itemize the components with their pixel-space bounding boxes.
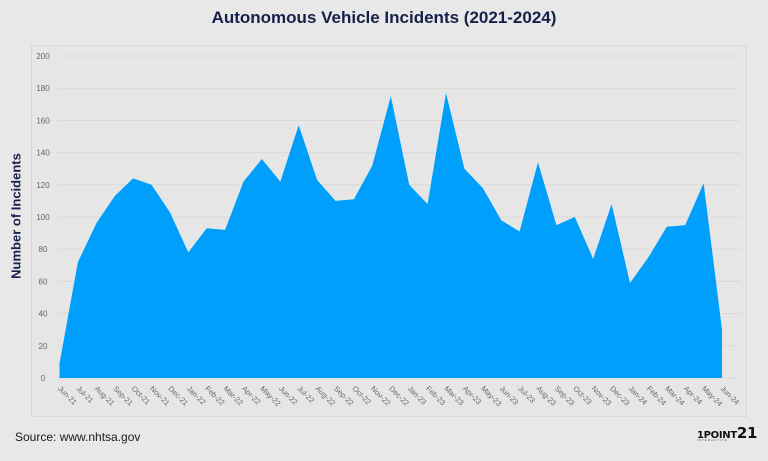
x-tick-label: Oct-23 (571, 384, 593, 406)
x-tick-label: Feb-22 (203, 384, 226, 407)
x-tick-label: Oct-21 (130, 384, 152, 406)
x-tick-label: Jul-23 (516, 384, 537, 405)
y-tick-label: 160 (36, 116, 50, 125)
x-tick-label: Jul-21 (74, 384, 95, 405)
y-tick-label: 40 (39, 310, 48, 319)
x-tick-label: Jun-21 (56, 384, 79, 407)
y-axis-ticks: 0 20 40 60 80 100 120 140 160 180 200 (36, 52, 50, 383)
x-tick-label: Apr-23 (461, 384, 483, 406)
logo-tagline: INTERACTIVE (697, 438, 728, 442)
logo-wordmark: 1POINT21 (697, 424, 758, 442)
x-tick-label: Apr-24 (682, 384, 704, 406)
y-tick-label: 180 (36, 84, 50, 93)
y-tick-label: 0 (41, 374, 46, 383)
y-tick-label: 20 (39, 342, 48, 351)
x-tick-label: Mar-22 (222, 384, 245, 407)
incidents-area (59, 93, 722, 378)
y-tick-label: 200 (36, 52, 50, 61)
brand-logo: 1POINT21 INTERACTIVE (697, 424, 758, 448)
y-tick-label: 140 (36, 149, 50, 158)
x-tick-label: Feb-23 (424, 384, 447, 407)
x-tick-label: Mar-24 (663, 384, 686, 407)
x-tick-label: Jul-22 (295, 384, 316, 405)
x-axis-ticks: Jun-21Jul-21Aug-21Sep-21Oct-21Nov-21Dec-… (56, 384, 741, 408)
y-tick-label: 60 (39, 277, 48, 286)
y-tick-label: 80 (39, 245, 48, 254)
chart-title: Autonomous Vehicle Incidents (2021-2024) (211, 8, 557, 27)
x-tick-label: Jan-22 (185, 384, 208, 407)
x-tick-label: Mar-23 (443, 384, 466, 407)
y-tick-label: 100 (36, 213, 50, 222)
y-tick-label: 120 (36, 181, 50, 190)
x-tick-label: Jan-23 (406, 384, 429, 407)
x-tick-label: Apr-22 (240, 384, 262, 406)
x-tick-label: Feb-24 (645, 384, 668, 407)
source-note: Source: www.nhtsa.gov (15, 430, 141, 444)
x-tick-label: Oct-22 (351, 384, 373, 406)
x-tick-label: Jan-24 (627, 384, 650, 407)
